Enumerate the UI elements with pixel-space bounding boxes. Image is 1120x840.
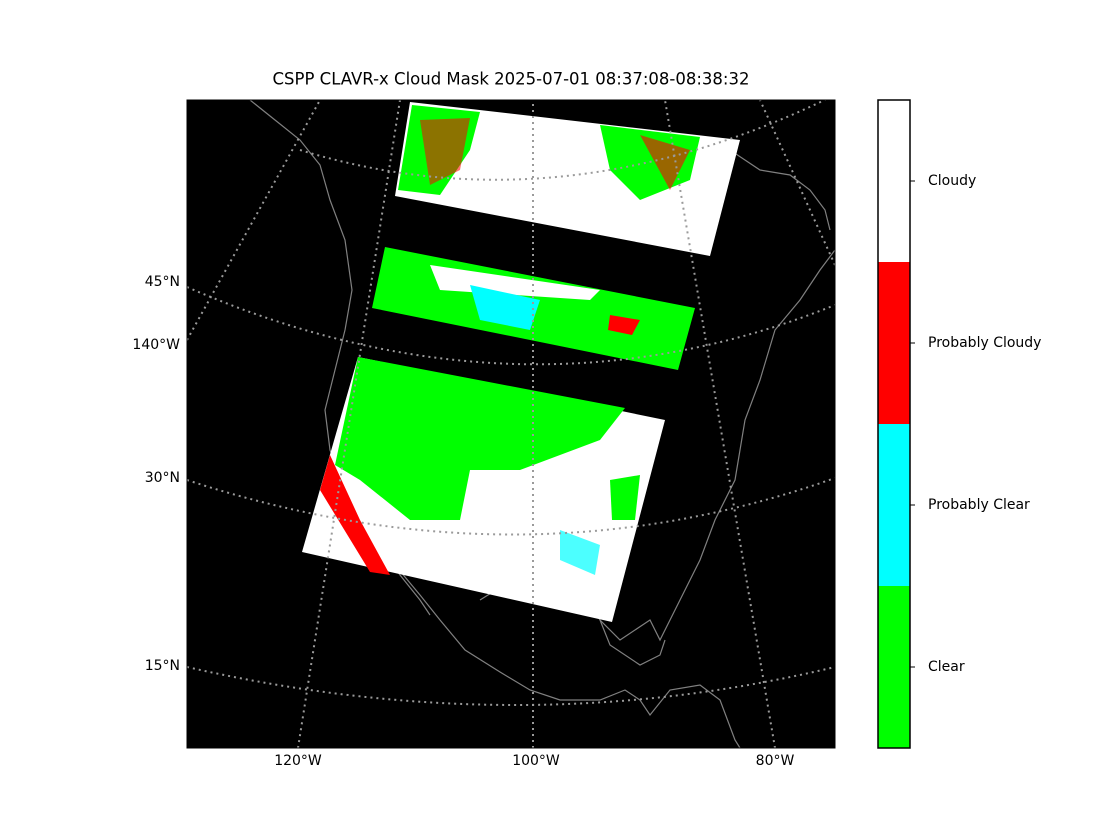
graticule [187,100,835,748]
colorbar-label: Probably Cloudy [928,335,1041,351]
map-frame [186,99,836,749]
lon-label: 100°W [512,753,560,769]
lon-label: 80°W [756,753,795,769]
colorbar-segment [878,262,910,424]
lat-lon-label: 140°W [132,337,180,353]
swath [302,357,665,622]
colorbar-label: Probably Clear [928,497,1030,513]
lon-label: 120°W [274,753,322,769]
colorbar-segment [878,100,910,262]
lat-lon-label: 30°N [145,470,180,486]
lat-lon-label: 15°N [145,658,180,674]
colorbar-label: Cloudy [928,173,976,189]
lat-lon-label: 45°N [145,274,180,290]
axis-labels: 45°N 140°W 30°N 15°N 120°W 100°W 80°W [132,274,794,769]
coastline [599,619,666,666]
chart-title: CSPP CLAVR-x Cloud Mask 2025-07-01 08:37… [273,70,750,89]
swath [395,102,740,256]
coastline [249,100,741,748]
colorbar: Cloudy Probably Cloudy Probably Clear Clear [877,99,1041,749]
map [187,100,835,748]
colorbar-segment [878,586,910,748]
colorbar-frame [877,99,911,749]
colorbar-label: Clear [928,659,965,675]
colorbar-segment [878,424,910,586]
